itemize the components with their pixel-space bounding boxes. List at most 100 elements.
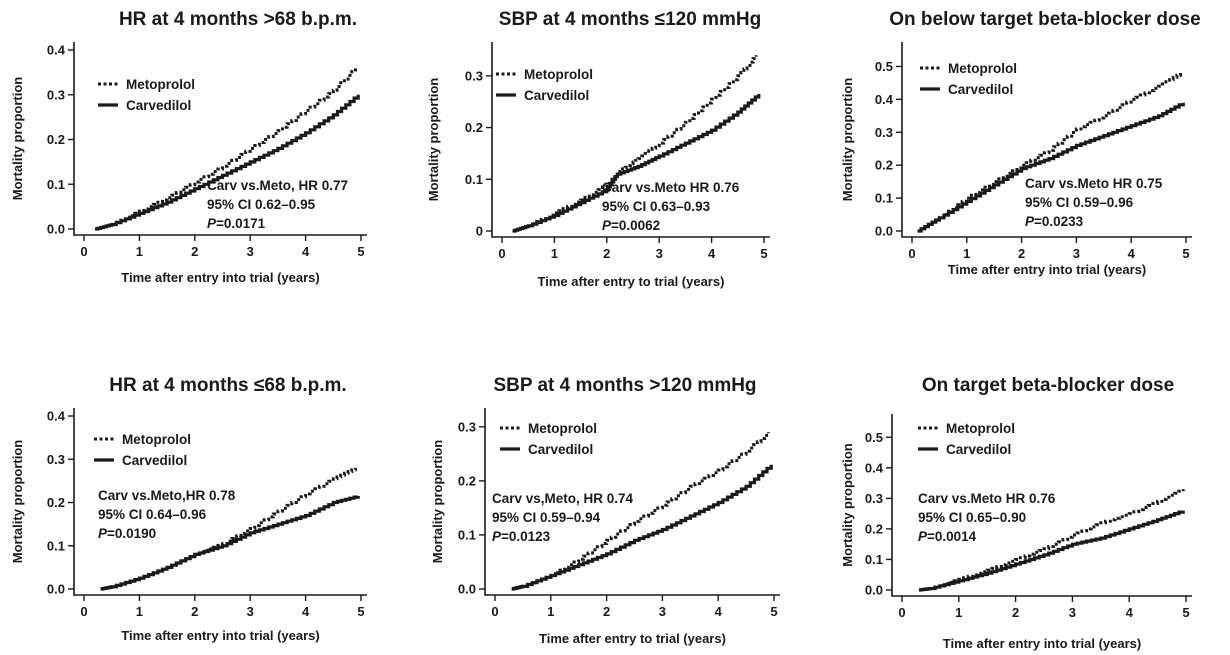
annotation-hazard-ratio: Carv vs.Meto HR 0.75 [1025, 176, 1163, 191]
chart-title: HR at 4 months ≤68 b.p.m. [109, 375, 346, 396]
y-tick-label: 0.0 [458, 582, 476, 597]
x-tick-label: 2 [191, 244, 198, 259]
x-tick-label: 3 [1073, 246, 1080, 261]
y-axis-label: Mortality proportion [10, 440, 25, 564]
y-tick-label: 0.3 [875, 125, 893, 140]
annotation-p-value: P=0.0062 [602, 218, 660, 233]
x-tick-label: 1 [547, 604, 554, 619]
y-tick-label: 0.0 [865, 583, 883, 598]
x-tick-label: 4 [302, 244, 310, 259]
series-line-carvedilol [512, 94, 761, 233]
y-tick-label: 0.4 [875, 92, 894, 107]
x-tick-label: 2 [603, 246, 610, 261]
x-tick-label: 0 [898, 605, 905, 620]
y-tick-label: 0.1 [47, 177, 65, 192]
annotation-hazard-ratio: Carv vs.Meto HR 0.76 [918, 491, 1056, 506]
axis-lines [73, 408, 367, 596]
x-tick-label: 5 [1182, 246, 1189, 261]
annotation-hazard-ratio: Carv vs,Meto, HR 0.74 [492, 491, 634, 506]
y-tick-label: 0.2 [875, 158, 893, 173]
y-tick-label: 0.2 [47, 132, 65, 147]
chart-title: SBP at 4 months >120 mmHg [493, 375, 756, 396]
x-tick-label: 3 [247, 604, 254, 619]
x-axis-label: Time after entry into trial (years) [943, 636, 1141, 651]
legend-label-carvedilol: Carvedilol [126, 98, 191, 113]
legend-label-metoprolol: Metoprolol [946, 421, 1015, 436]
chart-panel-5: SBP at 4 months >120 mmHg 0 1 2 3 4 5 0.0 0.1 0.2… [430, 375, 780, 646]
legend-label-metoprolol: Metoprolol [122, 432, 191, 447]
y-tick-label: 0.0 [47, 222, 65, 237]
legend-label-metoprolol: Metoprolol [126, 77, 195, 92]
series-line-carvedilol [917, 102, 1185, 233]
annotation-hazard-ratio: Carv vs.Meto HR 0.76 [602, 180, 740, 195]
series-line-carvedilol [511, 464, 773, 591]
x-axis-label: Time after entry to trial (years) [538, 274, 725, 289]
axis-lines [73, 42, 367, 236]
x-tick-label: 3 [1069, 605, 1076, 620]
y-tick-label: 0.0 [875, 224, 893, 239]
x-tick-label: 4 [715, 604, 723, 619]
x-tick-label: 0 [498, 246, 505, 261]
y-tick-label: 0.2 [465, 120, 483, 135]
legend-label-carvedilol: Carvedilol [528, 442, 593, 457]
annotation-hazard-ratio: Carv vs.Meto, HR 0.77 [207, 178, 348, 193]
axis-lines [901, 42, 1192, 238]
legend-label-metoprolol: Metoprolol [948, 61, 1017, 76]
y-tick-label: 0.5 [865, 430, 883, 445]
annotation-ci: 95% CI 0.65–0.90 [918, 510, 1026, 525]
annotation-p-value: P=0.0014 [918, 529, 977, 544]
chart-title: SBP at 4 months ≤120 mmHg [499, 9, 761, 30]
series-line-metoprolol [100, 467, 357, 591]
annotation-ci: 95% CI 0.59–0.94 [492, 510, 601, 525]
axis-lines [484, 408, 780, 596]
annotation-ci: 95% CI 0.64–0.96 [98, 507, 207, 522]
annotation-ci: 95% CI 0.59–0.96 [1025, 195, 1134, 210]
x-tick-label: 1 [955, 605, 962, 620]
annotation-ci: 95% CI 0.63–0.93 [602, 199, 711, 214]
y-tick-label: 0.4 [865, 460, 884, 475]
chart-panel-3: On below target beta-blocker dose 0 1 2 3 4 5 0… [840, 9, 1201, 277]
x-tick-label: 4 [302, 604, 310, 619]
annotation-p-value: P=0.0190 [98, 526, 156, 541]
x-tick-label: 3 [247, 244, 254, 259]
series-line-metoprolol [917, 73, 1182, 233]
series-line-carvedilol [95, 94, 360, 231]
chart-panel-1: HR at 4 months >68 b.p.m. 0 1 2 3 4 5 0.0 0.1 0.2… [10, 9, 367, 285]
y-tick-label: 0.2 [865, 521, 883, 536]
annotation-hazard-ratio: Carv vs.Meto,HR 0.78 [98, 488, 236, 503]
y-tick-label: 0.3 [458, 419, 476, 434]
axis-lines [891, 414, 1192, 597]
series-line-carvedilol [100, 495, 360, 591]
chart-panel-4: HR at 4 months ≤68 b.p.m. 0 1 2 3 4 5 0.0 0.1 0.2… [10, 375, 367, 643]
legend-label-metoprolol: Metoprolol [528, 421, 597, 436]
y-tick-label: 0.2 [458, 473, 476, 488]
y-tick-label: 0.4 [47, 43, 66, 58]
x-tick-label: 2 [1012, 605, 1019, 620]
annotation-p-value: P=0.0233 [1025, 214, 1084, 229]
x-tick-label: 0 [908, 246, 915, 261]
chart-title: On target beta-blocker dose [922, 375, 1174, 396]
y-tick-label: 0.3 [47, 87, 65, 102]
axis-lines [491, 42, 770, 238]
y-tick-label: 0.1 [865, 552, 883, 567]
x-tick-label: 5 [357, 244, 364, 259]
x-axis-label: Time after entry into trial (years) [948, 262, 1146, 277]
x-tick-label: 0 [80, 244, 87, 259]
x-tick-label: 4 [708, 246, 716, 261]
y-axis-label: Mortality proportion [430, 440, 445, 564]
x-tick-label: 1 [551, 246, 558, 261]
y-tick-label: 0.2 [47, 495, 65, 510]
legend-label-carvedilol: Carvedilol [946, 442, 1011, 457]
x-tick-label: 2 [603, 604, 610, 619]
x-tick-label: 1 [963, 246, 970, 261]
chart-title: On below target beta-blocker dose [889, 9, 1200, 30]
series-line-metoprolol [919, 489, 1185, 592]
y-tick-label: 0.4 [47, 409, 66, 424]
y-axis-label: Mortality proportion [840, 78, 855, 202]
legend-label-carvedilol: Carvedilol [948, 82, 1013, 97]
legend-label-carvedilol: Carvedilol [524, 88, 589, 103]
x-tick-label: 1 [136, 244, 143, 259]
x-tick-label: 3 [656, 246, 663, 261]
y-tick-label: 0.3 [47, 452, 65, 467]
x-tick-label: 1 [136, 604, 143, 619]
